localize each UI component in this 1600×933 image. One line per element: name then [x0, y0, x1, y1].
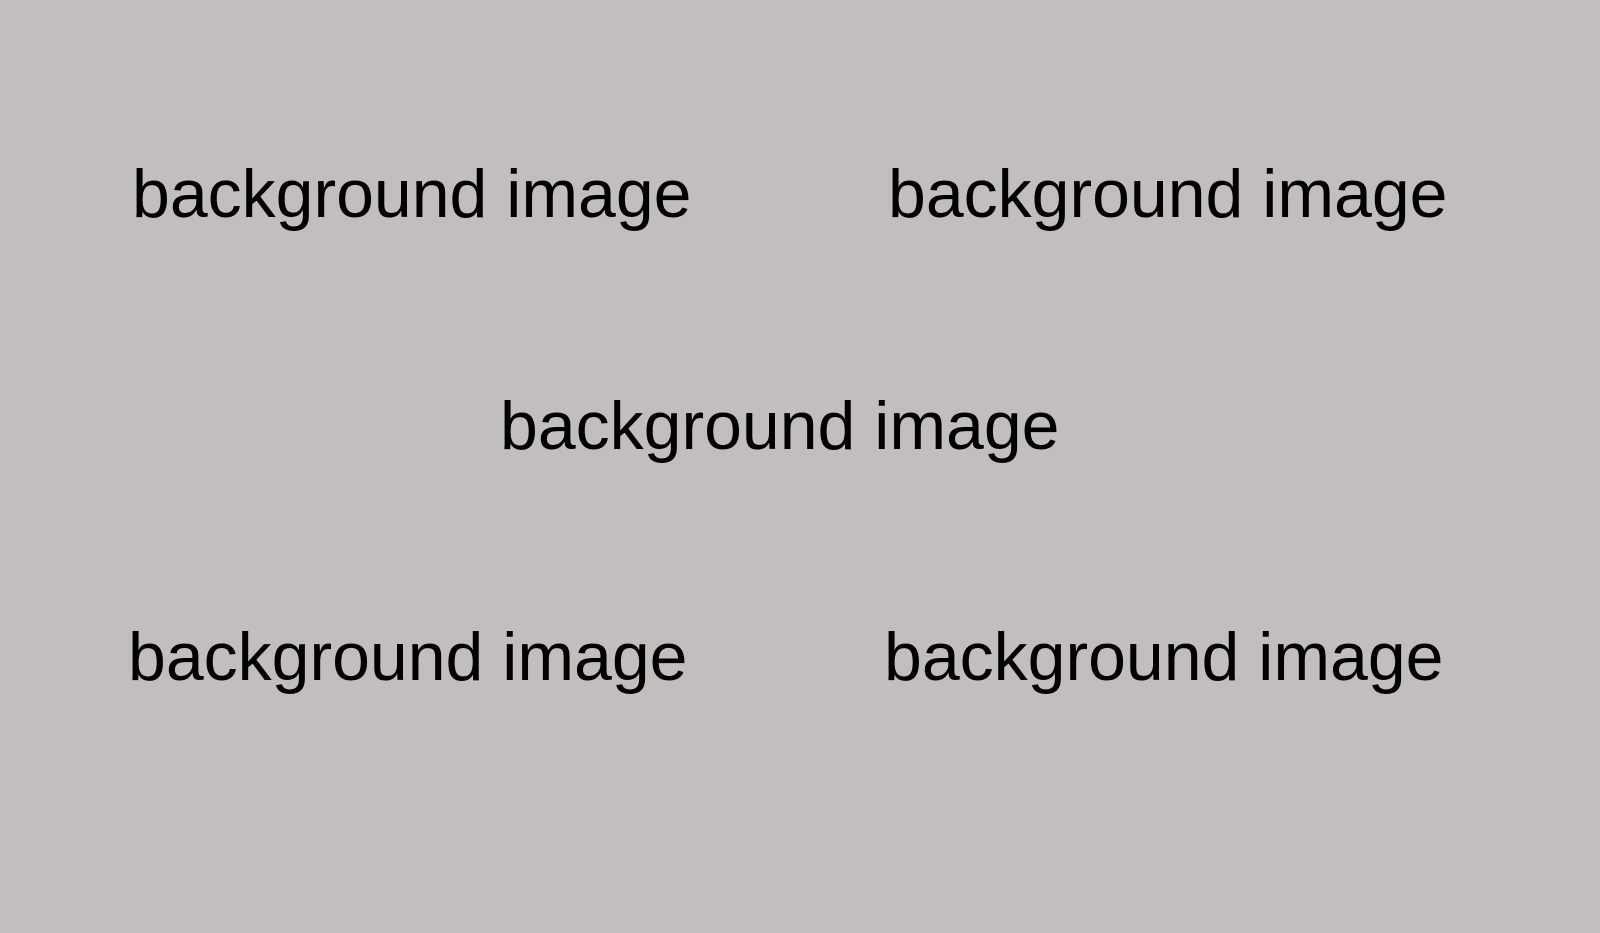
background-label-top-left: background image [132, 156, 692, 232]
background-label-top-right: background image [888, 156, 1448, 232]
background-label-center: background image [500, 388, 1060, 464]
background-label-bottom-right: background image [884, 619, 1444, 695]
background-label-bottom-left: background image [128, 619, 688, 695]
